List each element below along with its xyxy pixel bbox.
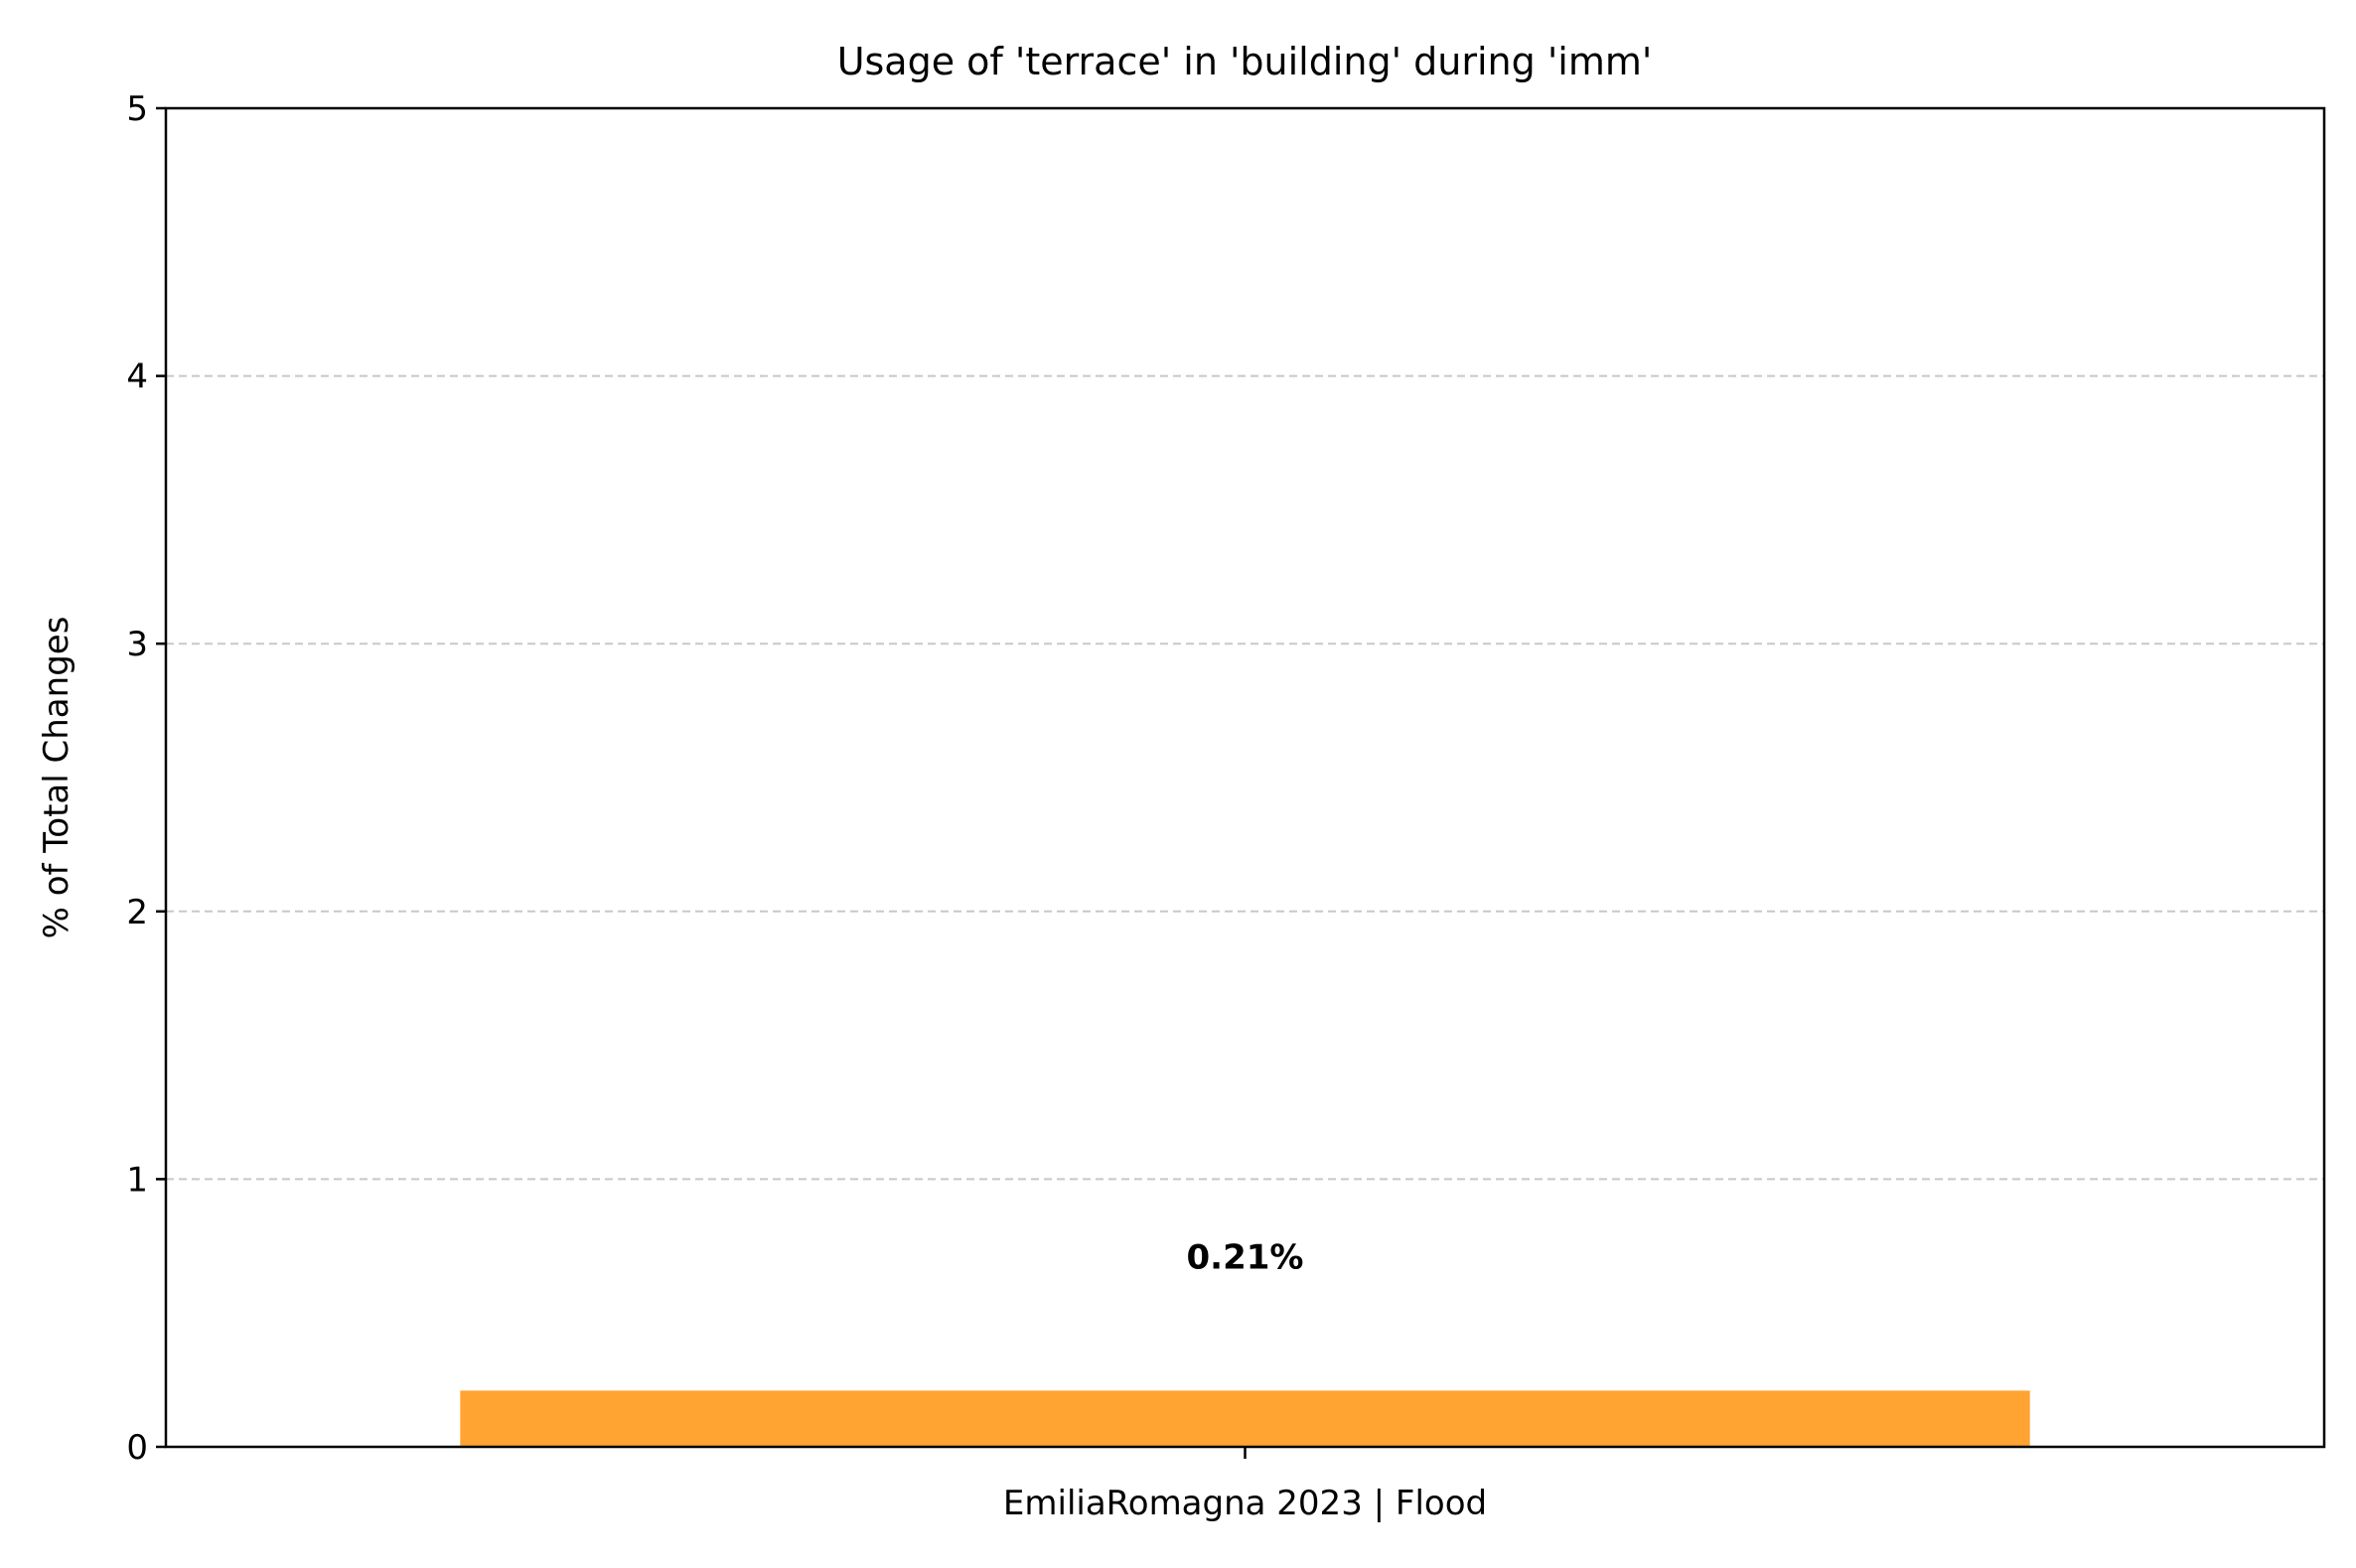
y-tick-label: 0	[126, 1428, 148, 1468]
x-tick-label: EmiliaRomagna 2023 | Flood	[1003, 1484, 1487, 1523]
chart-title: Usage of 'terrace' in 'building' during …	[837, 40, 1653, 83]
y-axis: 0 1 2 3 4 5	[126, 89, 166, 1468]
gridlines	[166, 374, 2324, 1181]
bars	[460, 1390, 2030, 1447]
y-tick-label: 2	[126, 893, 148, 932]
y-tick-label: 3	[126, 625, 148, 664]
y-tick-label: 1	[126, 1160, 148, 1200]
y-tick-label: 5	[126, 89, 148, 129]
x-axis: EmiliaRomagna 2023 | Flood	[1003, 1447, 1487, 1523]
bar	[460, 1390, 2030, 1447]
y-axis-label: % of Total Changes	[37, 617, 76, 939]
y-tick-label: 4	[126, 357, 148, 397]
bar-value-label: 0.21%	[1187, 1238, 1304, 1278]
data-labels: 0.21%	[1187, 1238, 1304, 1278]
